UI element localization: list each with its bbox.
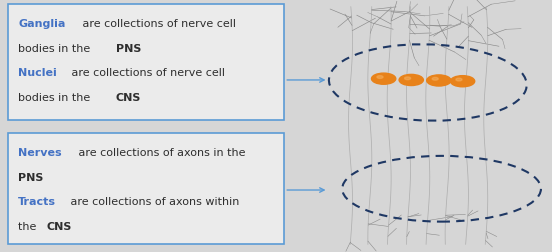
Text: Nuclei: Nuclei <box>18 68 57 78</box>
Text: bodies in the: bodies in the <box>18 93 94 103</box>
Text: are collections of axons within: are collections of axons within <box>67 197 240 207</box>
Circle shape <box>399 75 423 86</box>
Circle shape <box>427 76 451 87</box>
Circle shape <box>456 79 462 82</box>
Text: Nerves: Nerves <box>18 147 62 158</box>
Text: CNS: CNS <box>116 93 141 103</box>
FancyBboxPatch shape <box>8 5 284 121</box>
Text: bodies in the: bodies in the <box>18 44 94 53</box>
FancyBboxPatch shape <box>8 134 284 244</box>
Circle shape <box>377 76 383 79</box>
Circle shape <box>405 78 411 80</box>
Text: CNS: CNS <box>46 221 72 231</box>
Text: Ganglia: Ganglia <box>18 19 66 29</box>
Text: are collections of nerve cell: are collections of nerve cell <box>68 68 225 78</box>
Text: are collections of nerve cell: are collections of nerve cell <box>79 19 236 29</box>
Text: are collections of axons in the: are collections of axons in the <box>75 147 245 158</box>
Text: the: the <box>18 221 40 231</box>
Circle shape <box>432 78 438 81</box>
Circle shape <box>371 74 396 85</box>
Text: PNS: PNS <box>116 44 141 53</box>
Circle shape <box>450 76 475 87</box>
Text: Tracts: Tracts <box>18 197 56 207</box>
Text: PNS: PNS <box>18 172 44 182</box>
